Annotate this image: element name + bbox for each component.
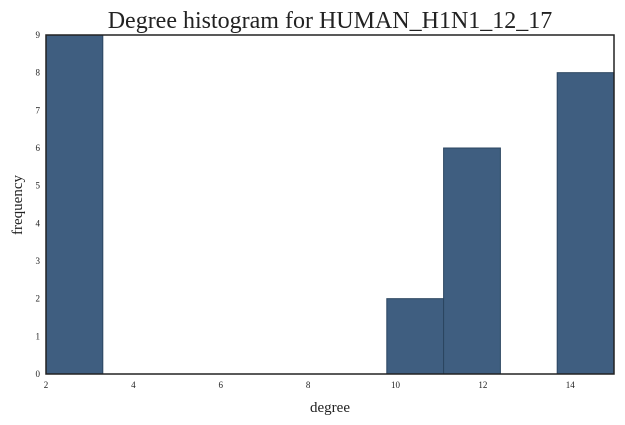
- plot-frame: [45, 34, 615, 375]
- y-tick-label: 9: [36, 30, 41, 40]
- y-tick-label: 2: [36, 294, 41, 304]
- y-tick-label: 1: [36, 331, 41, 341]
- x-tick-label: 10: [391, 380, 401, 390]
- bars-group: [45, 34, 615, 375]
- y-tick-label: 4: [36, 218, 41, 228]
- y-axis-ticks: 0 1 2 3 4 5 6 7 8 9: [36, 30, 41, 379]
- x-tick-label: 8: [306, 380, 311, 390]
- histogram-bar: [386, 298, 445, 375]
- x-tick-label: 14: [566, 380, 576, 390]
- x-tick-label: 12: [478, 380, 487, 390]
- y-tick-label: 3: [36, 256, 41, 266]
- x-tick-label: 4: [131, 380, 136, 390]
- x-axis-label: degree: [310, 400, 350, 416]
- x-tick-label: 2: [44, 380, 49, 390]
- x-axis-ticks: 2 4 6 8 10 12 14: [44, 380, 576, 390]
- x-tick-label: 6: [219, 380, 224, 390]
- histogram-bar: [556, 72, 615, 375]
- y-tick-label: 0: [36, 369, 41, 379]
- histogram-bar: [443, 147, 501, 375]
- y-tick-label: 8: [36, 68, 41, 78]
- histogram-bar: [45, 34, 104, 375]
- y-tick-label: 7: [36, 105, 41, 115]
- y-tick-label: 6: [36, 143, 41, 153]
- chart-title: Degree histogram for HUMAN_H1N1_12_17: [108, 8, 553, 34]
- y-tick-label: 5: [36, 181, 41, 191]
- y-axis-label: frequency: [10, 175, 26, 235]
